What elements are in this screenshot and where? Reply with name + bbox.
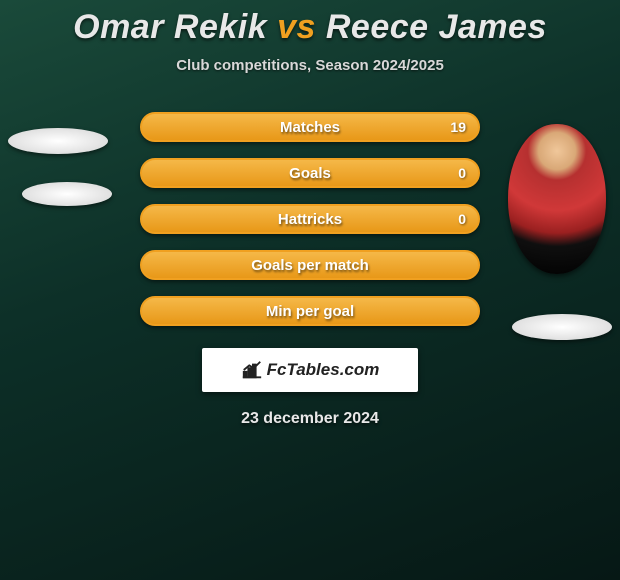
- stat-row-goals-per-match: Goals per match: [140, 250, 480, 280]
- logo-box[interactable]: FcTables.com: [202, 348, 418, 392]
- player2-avatar-area: [512, 128, 612, 278]
- stat-label: Matches: [280, 119, 340, 136]
- chart-icon: [241, 359, 263, 381]
- subtitle: Club competitions, Season 2024/2025: [0, 57, 620, 74]
- vs-label: vs: [277, 8, 316, 46]
- stat-label: Goals per match: [251, 257, 369, 274]
- stat-right-value: 19: [450, 119, 466, 135]
- comparison-card: Omar Rekik vs Reece James Club competiti…: [0, 0, 620, 580]
- player2-photo: [508, 124, 606, 274]
- avatar-placeholder: [22, 182, 112, 206]
- stat-row-goals: Goals 0: [140, 158, 480, 188]
- stat-label: Min per goal: [266, 303, 354, 320]
- player1-avatar-area: [8, 128, 108, 278]
- player2-name: Reece James: [326, 8, 547, 46]
- avatar-placeholder: [8, 128, 108, 154]
- stat-row-hattricks: Hattricks 0: [140, 204, 480, 234]
- page-title: Omar Rekik vs Reece James: [0, 0, 620, 47]
- avatar-placeholder: [512, 314, 612, 340]
- stat-row-min-per-goal: Min per goal: [140, 296, 480, 326]
- player1-name: Omar Rekik: [73, 8, 267, 46]
- date-label: 23 december 2024: [0, 410, 620, 428]
- logo-text: FcTables.com: [267, 360, 380, 380]
- stat-row-matches: Matches 19: [140, 112, 480, 142]
- stat-right-value: 0: [458, 211, 466, 227]
- stat-label: Hattricks: [278, 211, 342, 228]
- stat-right-value: 0: [458, 165, 466, 181]
- stat-label: Goals: [289, 165, 331, 182]
